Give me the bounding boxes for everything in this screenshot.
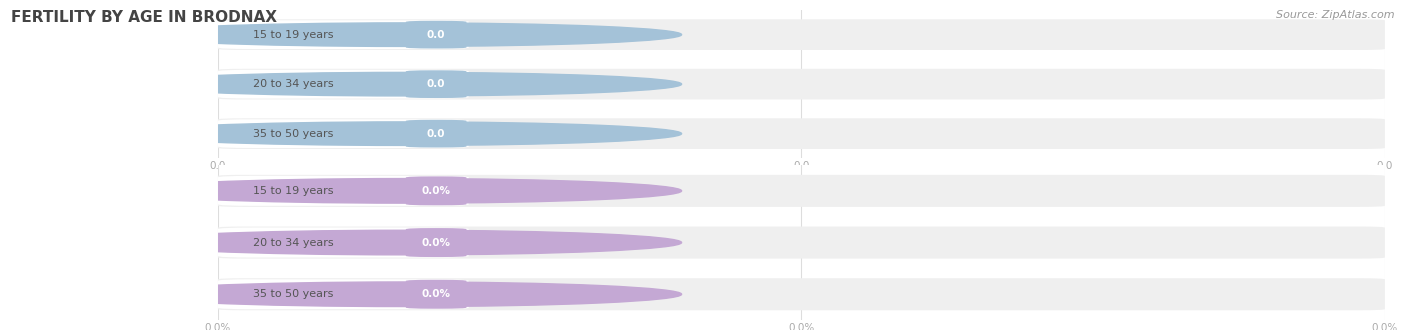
Text: 0.0: 0.0 (427, 30, 446, 40)
Circle shape (127, 23, 682, 47)
Circle shape (127, 179, 682, 203)
FancyBboxPatch shape (406, 176, 467, 205)
Text: 0.0: 0.0 (427, 79, 446, 89)
Text: 0.0%: 0.0% (422, 289, 451, 299)
FancyBboxPatch shape (218, 69, 1385, 100)
Circle shape (127, 72, 682, 96)
Text: 20 to 34 years: 20 to 34 years (253, 79, 333, 89)
Text: 15 to 19 years: 15 to 19 years (253, 186, 333, 196)
Circle shape (127, 230, 682, 255)
FancyBboxPatch shape (218, 19, 1385, 50)
FancyBboxPatch shape (406, 120, 467, 148)
Text: Source: ZipAtlas.com: Source: ZipAtlas.com (1277, 10, 1395, 20)
Text: 0.0: 0.0 (427, 129, 446, 139)
Circle shape (127, 122, 682, 146)
Text: 15 to 19 years: 15 to 19 years (253, 30, 333, 40)
FancyBboxPatch shape (218, 70, 468, 99)
Text: 0.0%: 0.0% (422, 238, 451, 248)
FancyBboxPatch shape (218, 118, 1385, 149)
Text: 20 to 34 years: 20 to 34 years (253, 238, 333, 248)
FancyBboxPatch shape (218, 176, 468, 206)
Text: 0.0%: 0.0% (422, 186, 451, 196)
FancyBboxPatch shape (218, 279, 468, 309)
FancyBboxPatch shape (218, 20, 468, 49)
FancyBboxPatch shape (406, 280, 467, 309)
FancyBboxPatch shape (218, 119, 468, 148)
FancyBboxPatch shape (406, 228, 467, 257)
Circle shape (127, 282, 682, 307)
FancyBboxPatch shape (218, 175, 1385, 207)
Text: 35 to 50 years: 35 to 50 years (253, 289, 333, 299)
FancyBboxPatch shape (218, 226, 1385, 259)
Text: 35 to 50 years: 35 to 50 years (253, 129, 333, 139)
FancyBboxPatch shape (406, 70, 467, 98)
FancyBboxPatch shape (218, 228, 468, 257)
Text: FERTILITY BY AGE IN BRODNAX: FERTILITY BY AGE IN BRODNAX (11, 10, 277, 25)
FancyBboxPatch shape (406, 21, 467, 49)
FancyBboxPatch shape (218, 278, 1385, 310)
